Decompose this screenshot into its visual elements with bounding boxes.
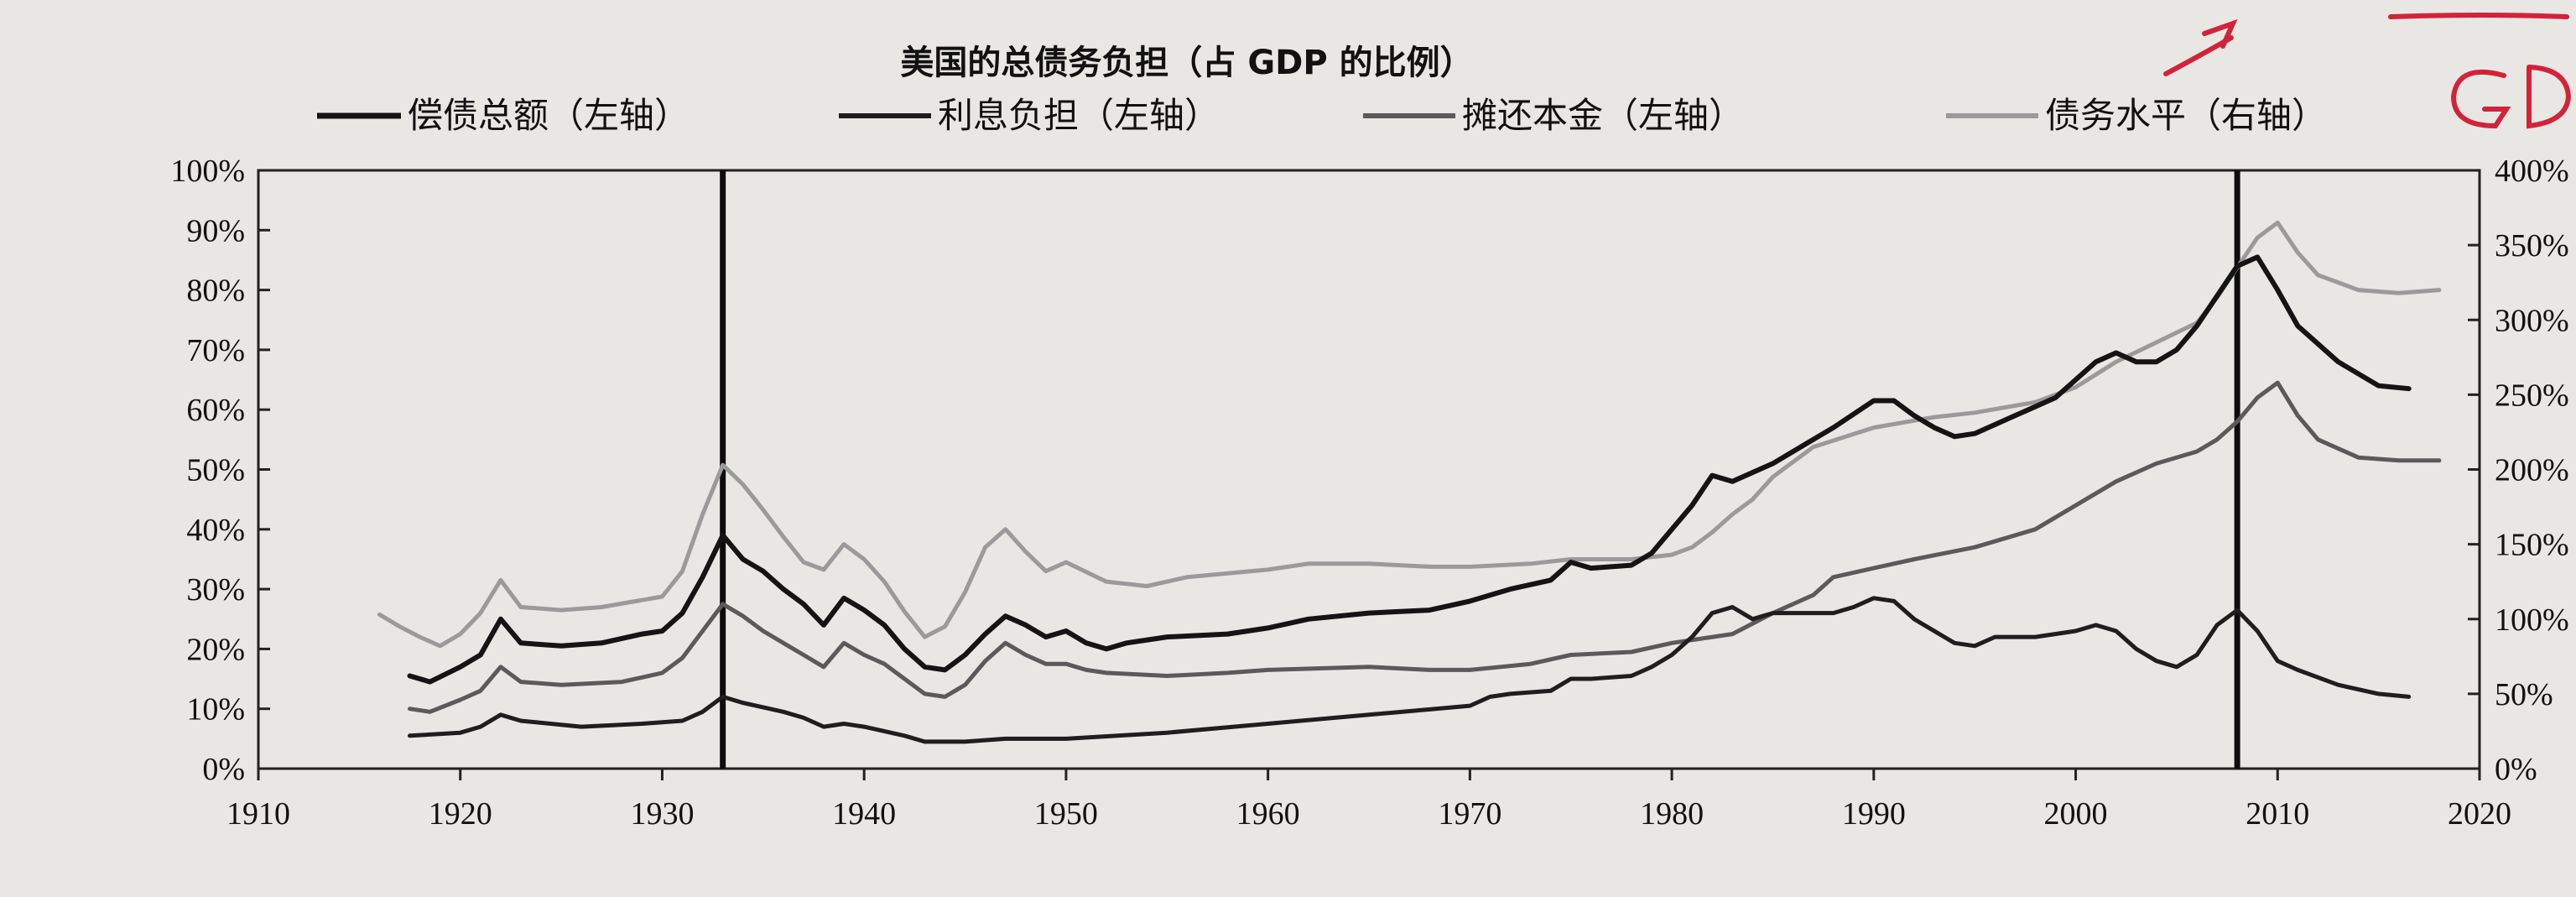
right-tick-label: 250% <box>2495 378 2569 413</box>
chart-legend: 偿债总额（左轴） 利息负担（左轴） 摊还本金（左轴） 债务水平（右轴） <box>317 95 2327 136</box>
left-tick-label: 100% <box>170 154 245 189</box>
x-tick-label: 1960 <box>1236 796 1300 832</box>
left-tick-label: 40% <box>186 513 245 548</box>
legend-label: 偿债总额（左轴） <box>408 95 690 136</box>
legend-label: 摊还本金（左轴） <box>1462 95 1744 136</box>
x-tick-label: 1970 <box>1438 796 1501 832</box>
x-tick-label: 1980 <box>1640 796 1704 832</box>
x-tick-label: 2010 <box>2246 796 2309 832</box>
chart-title: 美国的总债务负担（占 GDP 的比例） <box>900 44 1473 82</box>
left-tick-label: 70% <box>186 333 245 368</box>
left-tick-label: 20% <box>186 632 245 667</box>
series-line <box>408 596 2412 744</box>
x-tick-label: 1950 <box>1034 796 1098 832</box>
right-tick-label: 150% <box>2495 528 2569 563</box>
series-lines <box>377 220 2442 744</box>
left-tick-label: 30% <box>186 572 245 608</box>
right-tick-label: 0% <box>2495 752 2537 787</box>
x-tick-label: 1910 <box>226 796 290 832</box>
left-tick-label: 0% <box>202 752 245 787</box>
x-tick-label: 2000 <box>2044 796 2108 832</box>
right-tick-label: 300% <box>2495 303 2569 338</box>
left-tick-label: 10% <box>186 692 245 728</box>
right-tick-label: 200% <box>2495 453 2569 488</box>
right-tick-label: 350% <box>2495 228 2569 263</box>
right-tick-label: 400% <box>2495 154 2569 189</box>
crisis-markers <box>720 170 2240 769</box>
right-y-axis: 0% 50% 100% 150% 200% 250% 300% 350% 400% <box>2468 154 2569 787</box>
right-tick-label: 50% <box>2495 677 2553 712</box>
x-tick-label: 2020 <box>2448 796 2511 832</box>
legend-label: 债务水平（右轴） <box>2045 95 2327 136</box>
x-tick-label: 1990 <box>1842 796 1906 832</box>
legend-label: 利息负担（左轴） <box>938 95 1220 136</box>
right-tick-label: 100% <box>2495 602 2569 638</box>
series-line <box>408 380 2442 714</box>
x-tick-label: 1920 <box>429 796 492 832</box>
left-tick-label: 90% <box>186 213 245 248</box>
left-tick-label: 80% <box>186 274 245 309</box>
left-tick-label: 60% <box>186 393 245 428</box>
series-line <box>407 254 2412 685</box>
series-line <box>377 220 2442 649</box>
handwritten-annotation <box>2163 13 2572 129</box>
x-axis: 1910 1920 1930 1940 1950 1960 1970 1980 1990 2000… <box>226 769 2511 832</box>
x-tick-label: 1940 <box>832 796 896 832</box>
left-y-axis: 0% 10% 20% 30% 40% 50% 60% 70% 80% 90% 100% <box>170 154 270 787</box>
x-tick-label: 1930 <box>630 796 694 832</box>
left-tick-label: 50% <box>186 453 245 488</box>
